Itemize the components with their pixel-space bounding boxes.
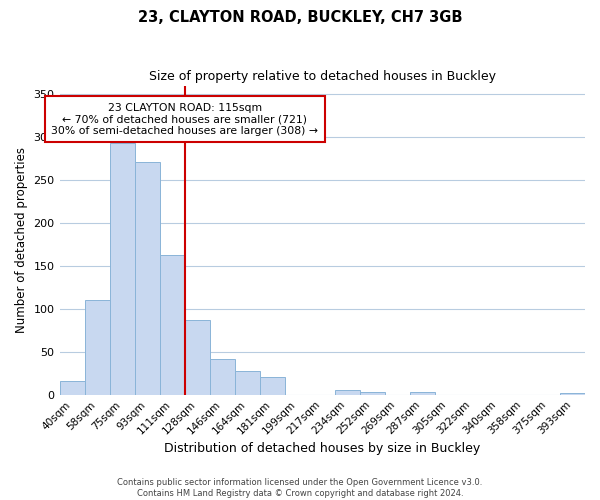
Bar: [209, 358, 235, 394]
Text: 23 CLAYTON ROAD: 115sqm
← 70% of detached houses are smaller (721)
30% of semi-d: 23 CLAYTON ROAD: 115sqm ← 70% of detache…: [51, 102, 318, 136]
Text: Contains public sector information licensed under the Open Government Licence v3: Contains public sector information licen…: [118, 478, 482, 498]
Bar: [160, 254, 185, 394]
Bar: [134, 162, 160, 394]
Bar: [260, 376, 285, 394]
Text: 23, CLAYTON ROAD, BUCKLEY, CH7 3GB: 23, CLAYTON ROAD, BUCKLEY, CH7 3GB: [138, 10, 462, 25]
Bar: [335, 390, 360, 394]
Bar: [235, 370, 260, 394]
Bar: [110, 143, 134, 395]
Bar: [410, 392, 435, 394]
Bar: [560, 393, 585, 394]
X-axis label: Distribution of detached houses by size in Buckley: Distribution of detached houses by size …: [164, 442, 481, 455]
Bar: [85, 300, 110, 394]
Y-axis label: Number of detached properties: Number of detached properties: [15, 147, 28, 333]
Bar: [185, 320, 209, 394]
Bar: [360, 392, 385, 394]
Title: Size of property relative to detached houses in Buckley: Size of property relative to detached ho…: [149, 70, 496, 83]
Bar: [59, 381, 85, 394]
